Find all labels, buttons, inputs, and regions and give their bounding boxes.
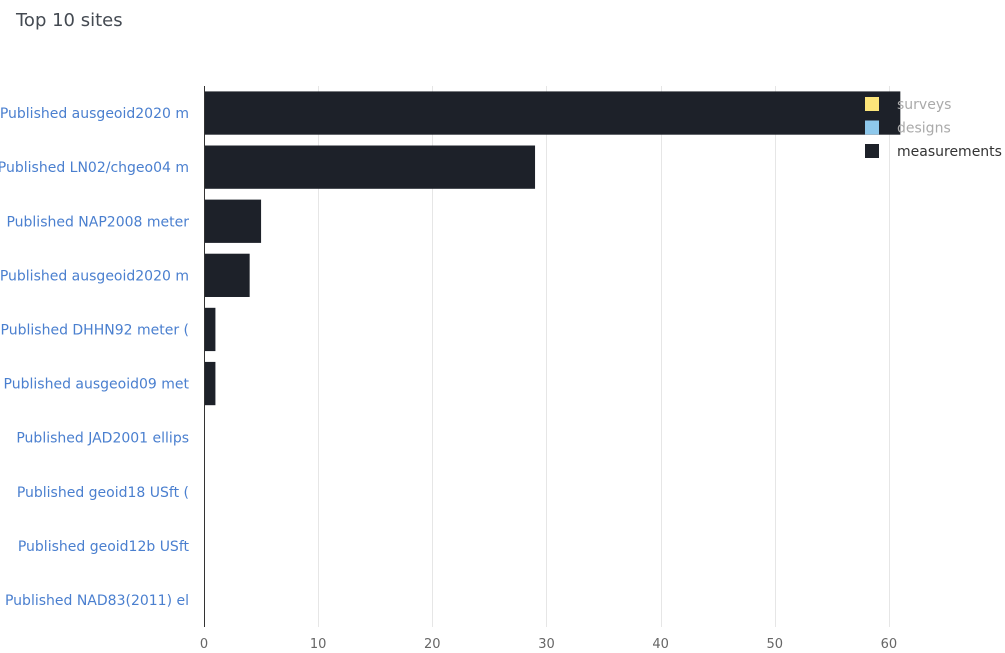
y-axis-label[interactable]: Published ausgeoid09 met	[4, 377, 190, 393]
bar-measurements[interactable]	[204, 145, 536, 189]
y-axis-label[interactable]: Published NAP2008 meter	[6, 214, 189, 230]
bar-measurements[interactable]	[204, 199, 262, 243]
y-axis-label[interactable]: Published LN02/chgeo04 m	[0, 160, 189, 176]
legend-label-measurements[interactable]: measurements	[897, 144, 1002, 160]
x-tick-label: 0	[200, 637, 208, 652]
bar-measurements[interactable]	[204, 307, 216, 352]
legend-swatch-designs[interactable]	[865, 120, 879, 135]
x-tick-label: 50	[766, 637, 783, 652]
y-axis-label[interactable]: Published DHHN92 meter (	[1, 322, 189, 338]
x-tick-label: 20	[424, 637, 441, 652]
legend-label-designs[interactable]: designs	[897, 121, 951, 137]
y-axis-label[interactable]: Published geoid12b USft	[18, 539, 190, 555]
y-axis-label[interactable]: Published JAD2001 ellips	[16, 431, 189, 447]
x-tick-label: 40	[652, 637, 669, 652]
bar-measurements[interactable]	[204, 361, 216, 406]
y-axis-label[interactable]: Published ausgeoid2020 m	[0, 106, 189, 122]
legend: surveys designs measurements	[865, 97, 1002, 160]
bar-measurements[interactable]	[204, 91, 901, 135]
x-axis-ticks: 0 10 20 30 40 50 60	[200, 637, 897, 652]
legend-label-surveys[interactable]: surveys	[897, 97, 951, 113]
y-axis-label[interactable]: Published geoid18 USft (	[17, 485, 189, 501]
chart-title: Top 10 sites	[16, 10, 123, 31]
x-tick-label: 30	[538, 637, 555, 652]
y-axis-label[interactable]: Published NAD83(2011) el	[5, 593, 189, 609]
gridlines	[318, 86, 890, 627]
y-axis-label[interactable]: Published ausgeoid2020 m	[0, 268, 189, 284]
legend-swatch-measurements[interactable]	[865, 144, 879, 158]
legend-swatch-surveys[interactable]	[865, 97, 879, 111]
bar-measurements[interactable]	[204, 253, 250, 297]
y-axis-labels: Published ausgeoid2020 m Published LN02/c…	[0, 106, 190, 609]
x-tick-label: 60	[881, 637, 898, 652]
x-tick-label: 10	[310, 637, 327, 652]
bars	[204, 91, 901, 406]
